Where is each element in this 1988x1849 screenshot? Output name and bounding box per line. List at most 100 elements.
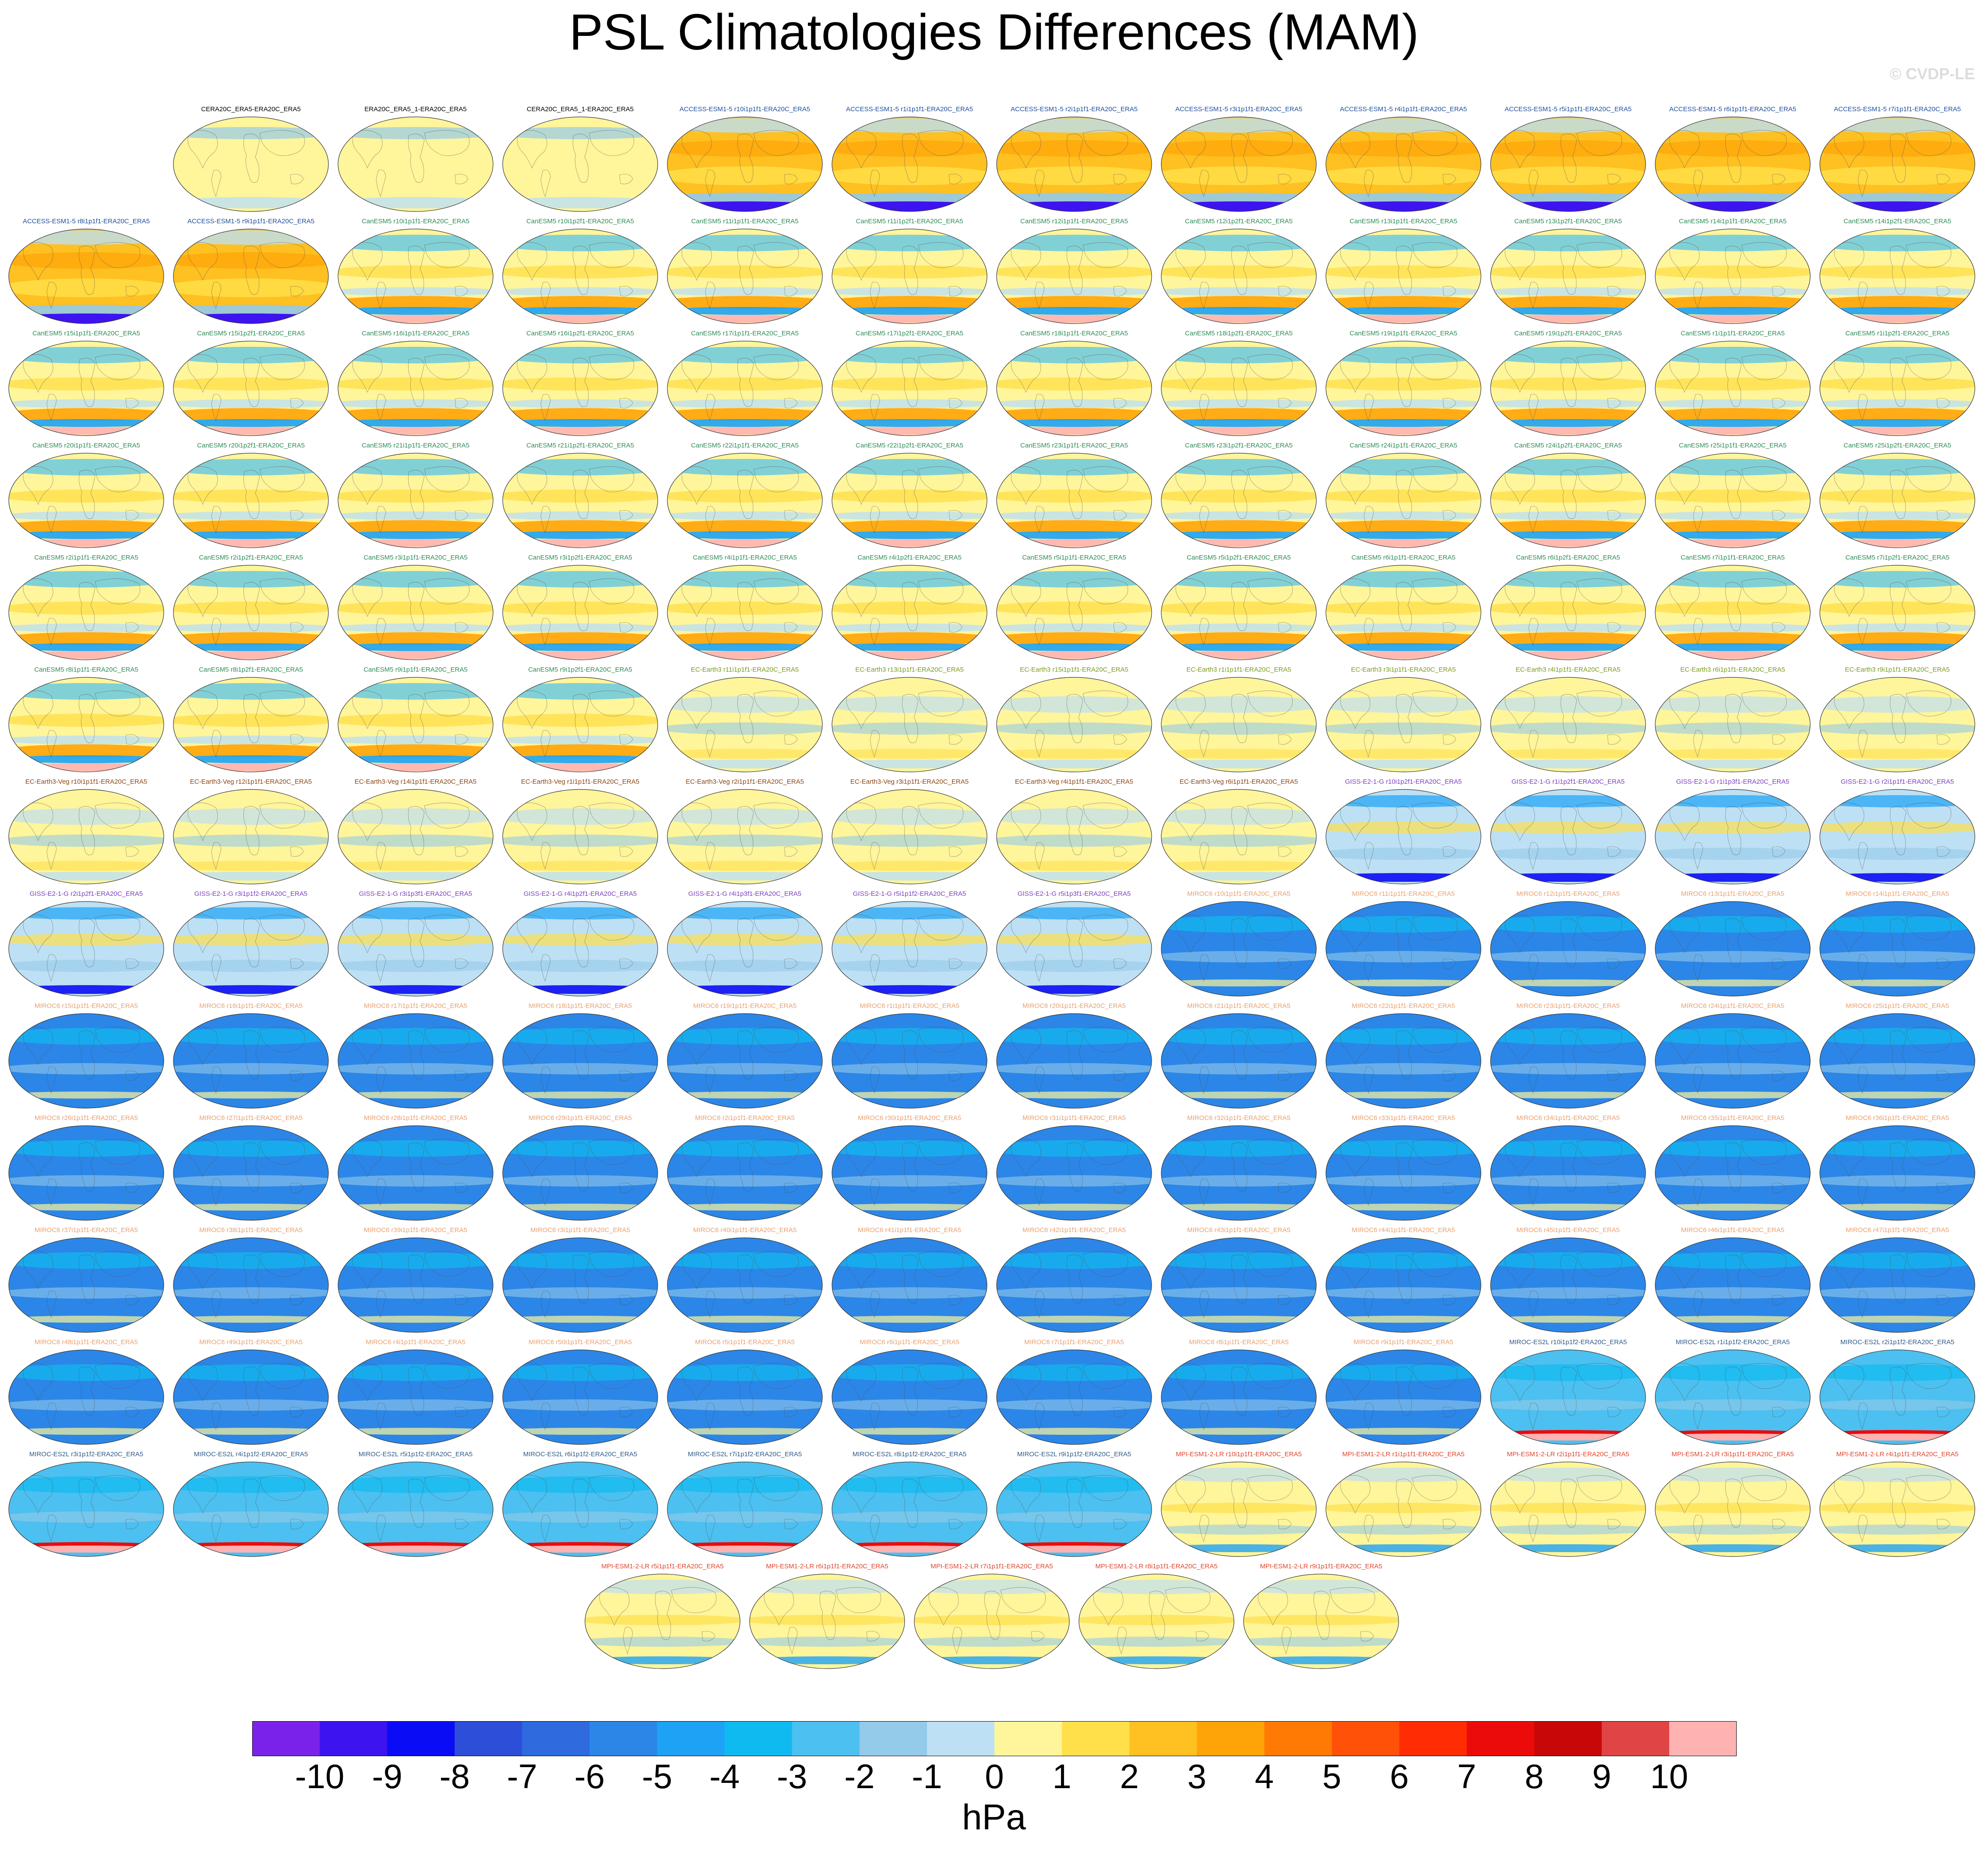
panel-title: CERA20C_ERA5-ERA20C_ERA5	[201, 106, 301, 113]
world-map	[8, 1349, 164, 1445]
map-panel: MPI-ESM1-2-LR r8i1p1f1-ERA20C_ERA5	[1078, 1561, 1235, 1671]
panel-title: ACCESS-ESM1-5 r8i1p1f1-ERA20C_ERA5	[22, 218, 150, 225]
map-panel: CanESM5 r9i1p1f1-ERA20C_ERA5	[337, 665, 494, 774]
map-panel: MIROC6 r47i1p1f1-ERA20C_ERA5	[1819, 1225, 1976, 1335]
world-map	[502, 1125, 658, 1221]
map-panel: MIROC-ES2L r9i1p1f2-ERA20C_ERA5	[995, 1449, 1153, 1559]
world-map	[1819, 789, 1975, 884]
colorbar-tick-label: -1	[912, 1757, 942, 1796]
map-panel: ACCESS-ESM1-5 r4i1p1f1-ERA20C_ERA5	[1325, 104, 1482, 214]
world-map	[667, 1125, 823, 1221]
world-map	[1161, 1462, 1317, 1557]
panel-title: MIROC6 r16i1p1f1-ERA20C_ERA5	[199, 1002, 303, 1010]
world-map	[1325, 1013, 1481, 1109]
colorbar-tick-label: 4	[1255, 1757, 1274, 1796]
panel-title: MIROC6 r49i1p1f1-ERA20C_ERA5	[199, 1338, 303, 1346]
world-map	[1161, 565, 1317, 660]
map-panel: EC-Earth3 r11i1p1f1-ERA20C_ERA5	[666, 665, 824, 774]
panel-title: CanESM5 r19i1p1f1-ERA20C_ERA5	[1350, 330, 1457, 337]
world-map	[338, 901, 493, 997]
map-panel: CanESM5 r2i1p1f1-ERA20C_ERA5	[7, 553, 165, 662]
map-panel: MIROC6 r19i1p1f1-ERA20C_ERA5	[666, 1001, 824, 1110]
world-map	[667, 1237, 823, 1333]
panel-title: CanESM5 r3i1p1f1-ERA20C_ERA5	[363, 554, 468, 561]
panel-title: MIROC6 r9i1p1f1-ERA20C_ERA5	[1354, 1338, 1453, 1346]
map-panel: ACCESS-ESM1-5 r2i1p1f1-ERA20C_ERA5	[995, 104, 1153, 214]
map-panel: MPI-ESM1-2-LR r2i1p1f1-ERA20C_ERA5	[1489, 1449, 1647, 1559]
panel-title: MIROC6 r47i1p1f1-ERA20C_ERA5	[1846, 1226, 1949, 1234]
colorbar-swatch	[320, 1721, 388, 1756]
map-panel: MIROC6 r25i1p1f1-ERA20C_ERA5	[1819, 1001, 1976, 1110]
panel-title: EC-Earth3 r11i1p1f1-ERA20C_ERA5	[691, 666, 799, 673]
world-map	[1655, 453, 1811, 548]
world-map	[1655, 1349, 1811, 1445]
panel-title: MIROC6 r24i1p1f1-ERA20C_ERA5	[1681, 1002, 1784, 1010]
world-map	[667, 565, 823, 660]
world-map	[173, 1237, 329, 1333]
panel-title: GISS-E2-1-G r3i1p1f2-ERA20C_ERA5	[194, 890, 308, 898]
map-panel: EC-Earth3-Veg r10i1p1f1-ERA20C_ERA5	[7, 777, 165, 886]
map-panel: CanESM5 r11i1p2f1-ERA20C_ERA5	[831, 216, 988, 326]
panel-title: EC-Earth3 r6i1p1f1-ERA20C_ERA5	[1680, 666, 1785, 673]
map-panel: CanESM5 r21i1p1f1-ERA20C_ERA5	[337, 440, 494, 550]
colorbar-tick-label: -6	[574, 1757, 605, 1796]
colorbar-tick-label: 3	[1187, 1757, 1206, 1796]
map-panel: GISS-E2-1-G r2i1p1f1-ERA20C_ERA5	[1819, 777, 1976, 886]
colorbar-swatch	[589, 1721, 658, 1756]
map-panel: MIROC6 r13i1p1f1-ERA20C_ERA5	[1654, 889, 1812, 998]
map-panel: MIROC6 r46i1p1f1-ERA20C_ERA5	[1654, 1225, 1812, 1335]
world-map	[1490, 789, 1646, 884]
world-map	[996, 116, 1152, 212]
world-map	[832, 1013, 987, 1109]
world-map	[502, 565, 658, 660]
panel-title: MIROC6 r41i1p1f1-ERA20C_ERA5	[858, 1226, 961, 1234]
map-panel: CanESM5 r20i1p2f1-ERA20C_ERA5	[172, 440, 330, 550]
panel-title: MIROC6 r7i1p1f1-ERA20C_ERA5	[1024, 1338, 1124, 1346]
world-map	[1490, 116, 1646, 212]
world-map	[1655, 116, 1811, 212]
panel-title: CanESM5 r14i1p2f1-ERA20C_ERA5	[1843, 218, 1951, 225]
map-panel: CanESM5 r17i1p1f1-ERA20C_ERA5	[666, 328, 824, 438]
panel-title: CanESM5 r20i1p2f1-ERA20C_ERA5	[197, 442, 305, 449]
panel-title: CanESM5 r22i1p1f1-ERA20C_ERA5	[691, 442, 799, 449]
map-panel: MIROC-ES2L r4i1p1f2-ERA20C_ERA5	[172, 1449, 330, 1559]
map-panel: MIROC6 r16i1p1f1-ERA20C_ERA5	[172, 1001, 330, 1110]
world-map	[1655, 1237, 1811, 1333]
map-panel: ACCESS-ESM1-5 r3i1p1f1-ERA20C_ERA5	[1160, 104, 1318, 214]
panel-title: CanESM5 r18i1p1f1-ERA20C_ERA5	[1020, 330, 1128, 337]
panel-title: CanESM5 r4i1p1f1-ERA20C_ERA5	[693, 554, 797, 561]
world-map	[502, 341, 658, 436]
map-panel: CanESM5 r9i1p2f1-ERA20C_ERA5	[501, 665, 659, 774]
world-map	[173, 453, 329, 548]
world-map	[996, 677, 1152, 772]
map-panel: CanESM5 r8i1p2f1-ERA20C_ERA5	[172, 665, 330, 774]
world-map	[338, 453, 493, 548]
map-panel: CanESM5 r24i1p2f1-ERA20C_ERA5	[1489, 440, 1647, 550]
map-panel: MIROC6 r4i1p1f1-ERA20C_ERA5	[337, 1337, 494, 1447]
world-map	[338, 1013, 493, 1109]
map-panel: ERA20C_ERA5_1-ERA20C_ERA5	[337, 104, 494, 214]
world-map	[502, 1237, 658, 1333]
world-map	[1490, 341, 1646, 436]
map-panel: EC-Earth3-Veg r2i1p1f1-ERA20C_ERA5	[666, 777, 824, 886]
panel-title: MIROC6 r43i1p1f1-ERA20C_ERA5	[1187, 1226, 1290, 1234]
panel-title: ACCESS-ESM1-5 r7i1p1f1-ERA20C_ERA5	[1833, 106, 1961, 113]
map-panel: MIROC6 r44i1p1f1-ERA20C_ERA5	[1325, 1225, 1482, 1335]
panel-title: GISS-E2-1-G r5i1p3f1-ERA20C_ERA5	[1017, 890, 1131, 898]
map-panel: MPI-ESM1-2-LR r7i1p1f1-ERA20C_ERA5	[913, 1561, 1071, 1671]
colorbar-swatch	[724, 1721, 793, 1756]
world-map	[1161, 1237, 1317, 1333]
map-panel: GISS-E2-1-G r3i1p1f2-ERA20C_ERA5	[172, 889, 330, 998]
map-panel: ACCESS-ESM1-5 r9i1p1f1-ERA20C_ERA5	[172, 216, 330, 326]
map-panel: ACCESS-ESM1-5 r7i1p1f1-ERA20C_ERA5	[1819, 104, 1976, 214]
colorbar-swatch	[1062, 1721, 1130, 1756]
panel-title: CanESM5 r14i1p1f1-ERA20C_ERA5	[1679, 218, 1787, 225]
panel-title: CanESM5 r12i1p2f1-ERA20C_ERA5	[1185, 218, 1293, 225]
map-panel: MIROC6 r50i1p1f1-ERA20C_ERA5	[501, 1337, 659, 1447]
world-map	[1490, 453, 1646, 548]
panel-title: CanESM5 r25i1p2f1-ERA20C_ERA5	[1843, 442, 1951, 449]
map-panel: GISS-E2-1-G r3i1p3f1-ERA20C_ERA5	[337, 889, 494, 998]
world-map	[1161, 229, 1317, 324]
map-panel: CanESM5 r18i1p1f1-ERA20C_ERA5	[995, 328, 1153, 438]
panel-title: CanESM5 r11i1p1f1-ERA20C_ERA5	[691, 218, 799, 225]
